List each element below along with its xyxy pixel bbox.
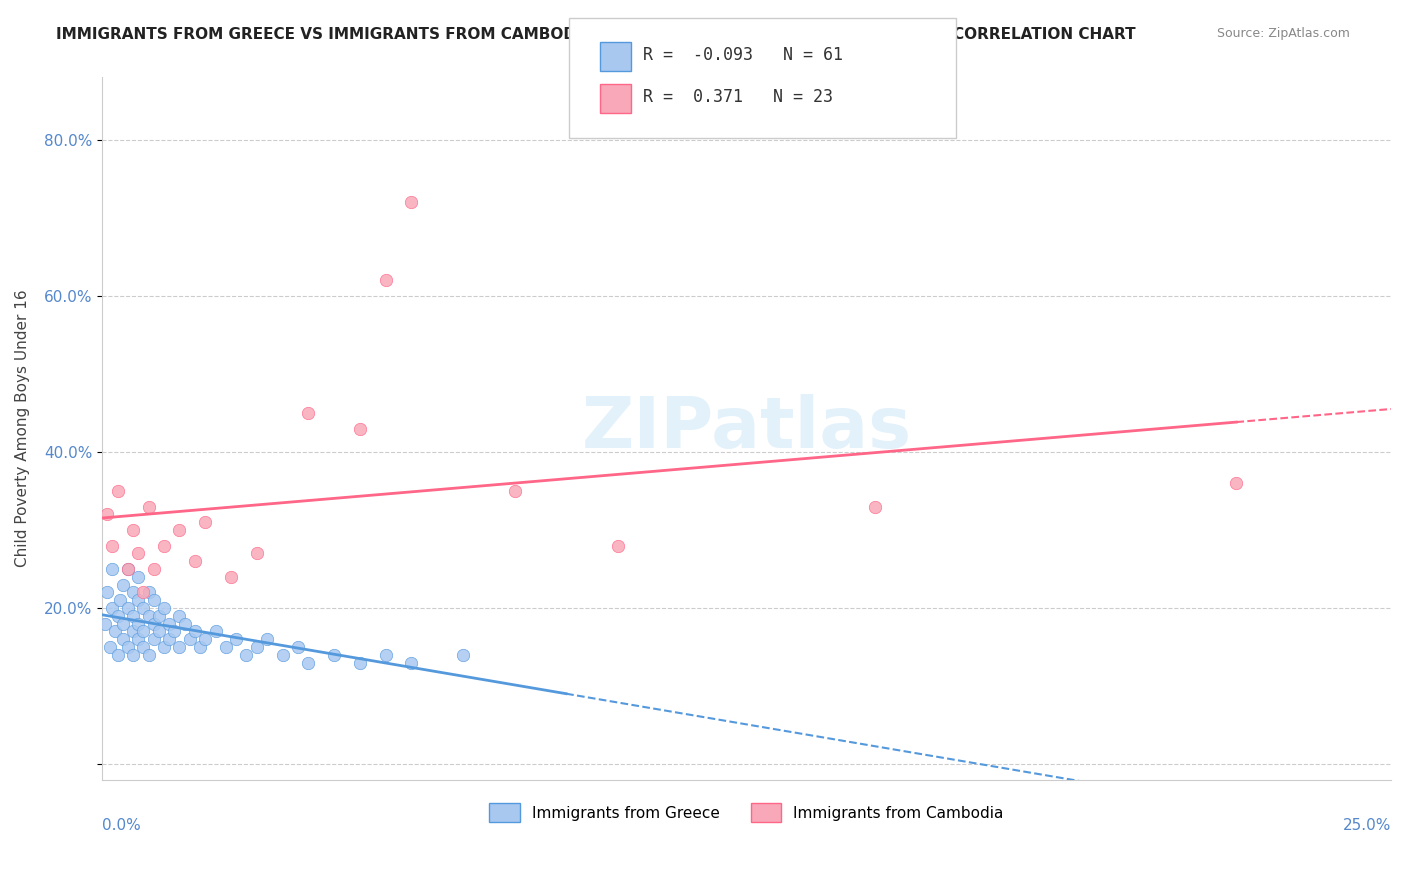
Point (142, 593, 165, 607)
Text: 0.0%: 0.0% (103, 818, 141, 833)
Point (246, 640, 269, 654)
Point (163, 624, 186, 639)
Point (117, 601, 139, 615)
Point (107, 483, 129, 498)
Point (122, 648, 145, 662)
Y-axis label: Child Poverty Among Boys Under 16: Child Poverty Among Boys Under 16 (15, 290, 30, 567)
Point (142, 616, 165, 631)
Point (169, 523, 191, 537)
Point (188, 640, 211, 654)
Point (96, 585, 118, 599)
Point (111, 632, 134, 647)
Point (297, 406, 319, 420)
Point (235, 648, 257, 662)
Point (1225, 476, 1247, 491)
Point (138, 648, 160, 662)
Point (132, 640, 155, 654)
Point (865, 500, 887, 514)
Point (148, 624, 170, 639)
Point (153, 601, 176, 615)
Point (374, 273, 396, 287)
Point (401, 195, 423, 210)
Point (153, 539, 176, 553)
Text: ZIPatlas: ZIPatlas (582, 394, 911, 463)
Point (132, 624, 155, 639)
Point (246, 546, 269, 560)
Point (184, 624, 207, 639)
Point (142, 562, 165, 576)
Point (122, 608, 145, 623)
Point (111, 577, 134, 591)
Point (108, 593, 131, 607)
Point (122, 624, 145, 639)
Point (271, 648, 294, 662)
Point (127, 616, 149, 631)
Point (111, 616, 134, 631)
Point (173, 616, 195, 631)
Text: IMMIGRANTS FROM GREECE VS IMMIGRANTS FROM CAMBODIA CHILD POVERTY AMONG BOYS UNDE: IMMIGRANTS FROM GREECE VS IMMIGRANTS FRO… (56, 27, 1136, 42)
Text: R =  -0.093   N = 61: R = -0.093 N = 61 (643, 46, 842, 64)
Point (96, 508, 118, 522)
Point (117, 562, 139, 576)
Point (219, 570, 242, 584)
Point (157, 632, 180, 647)
Point (117, 562, 139, 576)
Point (606, 539, 628, 553)
Point (98, 640, 121, 654)
Point (132, 585, 155, 599)
Point (349, 656, 371, 670)
Point (107, 608, 129, 623)
Point (148, 608, 170, 623)
Point (503, 483, 526, 498)
Point (323, 648, 346, 662)
Point (138, 500, 160, 514)
Point (204, 624, 226, 639)
Text: 25.0%: 25.0% (1343, 818, 1391, 833)
Point (142, 632, 165, 647)
Point (374, 648, 396, 662)
Point (169, 608, 191, 623)
Point (157, 616, 180, 631)
Point (215, 640, 238, 654)
Point (127, 593, 149, 607)
Point (138, 585, 160, 599)
Point (104, 624, 127, 639)
Point (153, 640, 176, 654)
Point (127, 546, 149, 560)
Point (93, 616, 115, 631)
Point (179, 632, 201, 647)
Text: Source: ZipAtlas.com: Source: ZipAtlas.com (1216, 27, 1350, 40)
Point (225, 632, 247, 647)
Point (101, 562, 124, 576)
Point (194, 515, 217, 529)
Point (107, 648, 129, 662)
Point (297, 656, 319, 670)
Point (169, 640, 191, 654)
Point (256, 632, 278, 647)
Point (101, 601, 124, 615)
Point (132, 601, 155, 615)
Point (184, 554, 207, 568)
Point (194, 632, 217, 647)
Point (101, 539, 124, 553)
Point (401, 656, 423, 670)
Point (127, 570, 149, 584)
Point (287, 640, 309, 654)
Legend: Immigrants from Greece, Immigrants from Cambodia: Immigrants from Greece, Immigrants from … (484, 797, 1010, 828)
Point (127, 632, 149, 647)
Point (349, 421, 371, 435)
Point (122, 585, 145, 599)
Text: R =  0.371   N = 23: R = 0.371 N = 23 (643, 88, 832, 106)
Point (138, 608, 160, 623)
Point (122, 523, 145, 537)
Point (451, 648, 474, 662)
Point (117, 640, 139, 654)
